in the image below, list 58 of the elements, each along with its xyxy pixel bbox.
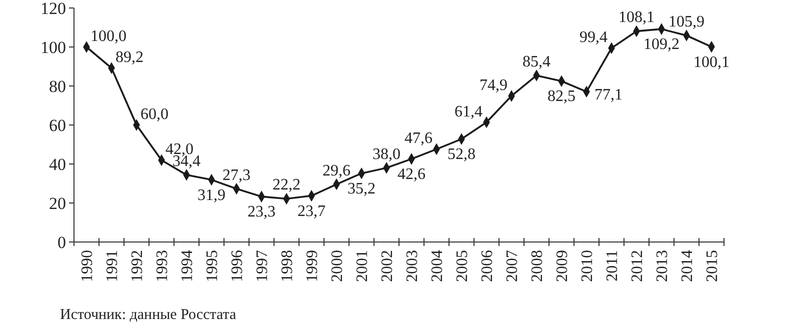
x-tick-label: 2013 [654, 250, 672, 282]
y-tick-label: 80 [49, 76, 66, 96]
data-label: 82,5 [548, 88, 576, 106]
y-tick-label: 60 [49, 116, 66, 135]
data-label: 29,6 [322, 162, 350, 180]
y-tick-label: 120 [40, 0, 66, 18]
data-label: 35,2 [348, 180, 376, 198]
data-label: 42,6 [398, 166, 426, 183]
x-tick-label: 1999 [304, 250, 322, 282]
x-tick-label: 2006 [479, 250, 496, 282]
data-label: 31,9 [198, 186, 226, 204]
x-tick-label: 1994 [179, 250, 196, 282]
x-tick-label: 2015 [704, 250, 722, 282]
x-tick-label: 2008 [529, 250, 546, 282]
data-label: 52,8 [448, 146, 476, 164]
data-label: 38,0 [372, 146, 400, 163]
x-tick-label: 1995 [204, 250, 222, 282]
data-label: 89,2 [116, 49, 144, 66]
x-tick-label: 2012 [629, 250, 646, 282]
y-tick-label: 20 [49, 194, 66, 213]
x-tick-label: 1998 [279, 250, 296, 282]
data-label: 77,1 [594, 86, 622, 104]
data-label: 61,4 [454, 103, 482, 120]
x-tick-label: 2000 [329, 250, 346, 282]
data-label: 22,2 [272, 176, 300, 194]
y-tick-label: 40 [49, 154, 66, 174]
x-tick-label: 1991 [104, 250, 122, 282]
data-label: 99,4 [580, 29, 608, 46]
x-tick-label: 2007 [504, 250, 522, 282]
x-tick-label: 2002 [379, 250, 396, 282]
x-tick-label: 2014 [679, 250, 696, 282]
data-label: 60,0 [140, 106, 168, 123]
x-tick-label: 2001 [354, 250, 372, 282]
data-label: 23,7 [298, 202, 326, 220]
x-tick-label: 2009 [554, 250, 572, 282]
data-label: 109,2 [644, 36, 680, 54]
x-tick-label: 1993 [154, 250, 172, 282]
x-tick-label: 2011 [604, 250, 622, 282]
data-label: 100,0 [90, 28, 126, 45]
data-label: 74,9 [480, 76, 508, 94]
x-tick-label: 1997 [254, 250, 272, 282]
x-tick-label: 1996 [229, 250, 246, 282]
data-label: 105,9 [668, 13, 704, 30]
data-label: 47,6 [404, 130, 432, 148]
x-tick-label: 2003 [404, 250, 422, 282]
data-label: 108,1 [618, 9, 654, 26]
x-tick-label: 2010 [579, 250, 596, 282]
x-tick-label: 2005 [454, 250, 472, 282]
x-tick-label: 1992 [129, 250, 146, 282]
y-tick-label: 0 [58, 232, 66, 252]
text: Источник: данные Росстата [60, 307, 236, 323]
data-label: 85,4 [522, 53, 550, 70]
y-tick-label: 100 [40, 38, 66, 57]
x-tick-label: 2004 [429, 250, 446, 282]
x-tick-label: 1990 [79, 250, 96, 282]
data-label: 100,1 [694, 54, 730, 71]
data-label: 27,3 [222, 166, 250, 184]
data-label: 23,3 [248, 204, 276, 221]
